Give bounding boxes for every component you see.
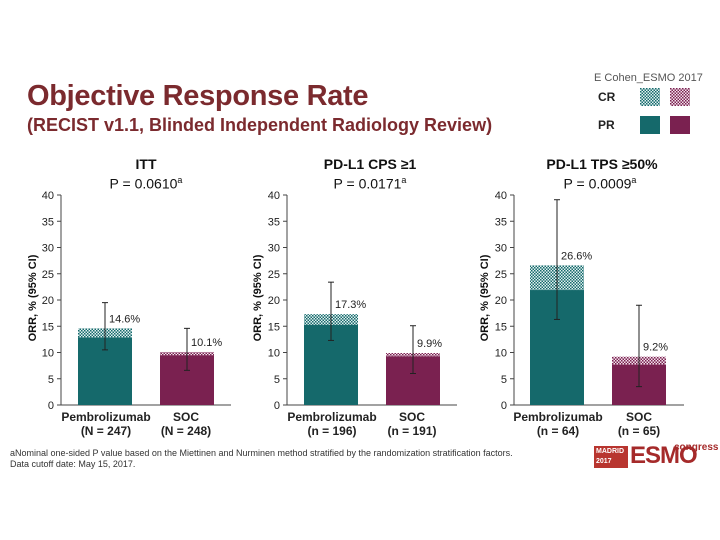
y-tick-label: 40 xyxy=(495,190,507,202)
legend-swatch-soc-cr xyxy=(670,88,690,106)
category-label: Pembrolizumab (n = 196) xyxy=(287,410,377,438)
legend-label-cr: CR xyxy=(598,90,616,104)
logo-congress-word: congress xyxy=(674,442,719,453)
legend-swatch-pembro-pr xyxy=(640,116,660,134)
y-tick-label: 25 xyxy=(495,269,507,281)
category-label: SOC (N = 248) xyxy=(160,410,212,438)
panel-title-tps: PD-L1 TPS ≥50% xyxy=(546,156,658,172)
panel-title-itt: ITT xyxy=(135,156,157,172)
y-tick-label: 20 xyxy=(495,295,507,307)
y-tick-label: 0 xyxy=(48,400,54,412)
logo-madrid-badge: MADRID 2017 xyxy=(594,446,628,468)
esmo-logo: MADRID 2017 ESMO congress xyxy=(594,442,718,470)
panel-p-cps: P = 0.0171a xyxy=(333,175,407,192)
y-tick-label: 0 xyxy=(274,400,280,412)
panel-title-cps: PD-L1 CPS ≥1 xyxy=(323,156,417,172)
y-tick-label: 5 xyxy=(48,374,54,386)
footnote-line-2: Data cutoff date: May 15, 2017. xyxy=(10,459,136,469)
slide-subtitle: (RECIST v1.1, Blinded Independent Radiol… xyxy=(27,115,493,135)
y-tick-label: 15 xyxy=(495,321,507,333)
y-tick-label: 25 xyxy=(268,269,280,281)
y-tick-label: 20 xyxy=(42,295,54,307)
legend-swatch-pembro-cr xyxy=(640,88,660,106)
y-tick-label: 30 xyxy=(268,243,280,255)
category-label: SOC (n = 191) xyxy=(387,410,437,438)
panel-p-tps: P = 0.0009a xyxy=(563,175,637,192)
data-label: 9.9% xyxy=(417,338,442,350)
data-label: 17.3% xyxy=(335,299,366,311)
y-tick-label: 10 xyxy=(268,348,280,360)
category-label: Pembrolizumab (n = 64) xyxy=(513,410,603,438)
footnote: aNominal one-sided P value based on the … xyxy=(10,448,513,470)
category-label: Pembrolizumab (N = 247) xyxy=(61,410,151,438)
y-tick-label: 30 xyxy=(42,243,54,255)
y-tick-label: 25 xyxy=(42,269,54,281)
data-label: 10.1% xyxy=(191,337,222,349)
legend-label-pr: PR xyxy=(598,118,615,132)
y-tick-label: 35 xyxy=(268,216,280,228)
legend-row-cr: CR xyxy=(598,88,698,116)
legend-row-pr: PR xyxy=(598,116,698,144)
y-tick-label: 30 xyxy=(495,243,507,255)
y-tick-label: 35 xyxy=(42,216,54,228)
y-tick-label: 10 xyxy=(495,348,507,360)
y-tick-label: 5 xyxy=(501,374,507,386)
attribution: E Cohen_ESMO 2017 xyxy=(594,72,703,84)
data-label: 26.6% xyxy=(561,250,592,262)
category-label: SOC (n = 65) xyxy=(617,410,661,438)
y-tick-label: 35 xyxy=(495,216,507,228)
y-tick-label: 15 xyxy=(268,321,280,333)
y-tick-label: 10 xyxy=(42,348,54,360)
y-tick-label: 0 xyxy=(501,400,507,412)
y-tick-label: 40 xyxy=(42,190,54,202)
slide-title: Objective Response Rate xyxy=(27,80,369,112)
y-tick-label: 15 xyxy=(42,321,54,333)
footnote-line-1: aNominal one-sided P value based on the … xyxy=(10,448,513,458)
y-tick-label: 20 xyxy=(268,295,280,307)
legend: CR PR xyxy=(598,88,698,144)
y-tick-label: 40 xyxy=(268,190,280,202)
legend-swatch-soc-pr xyxy=(670,116,690,134)
panel-p-itt: P = 0.0610a xyxy=(109,175,183,192)
data-label: 14.6% xyxy=(109,313,140,325)
data-label: 9.2% xyxy=(643,342,668,354)
logo-esmo-word: ESMO xyxy=(630,442,698,469)
y-tick-label: 5 xyxy=(274,374,280,386)
